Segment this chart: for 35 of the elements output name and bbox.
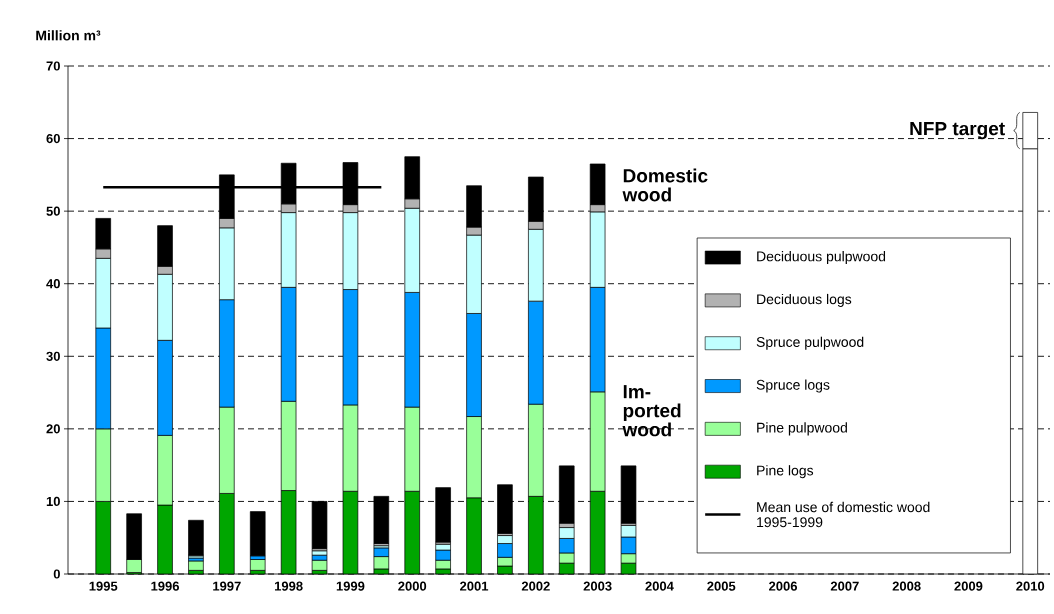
x-tick-label: 2002 xyxy=(521,581,550,591)
legend-label: Spruce pulpwood xyxy=(756,336,864,350)
x-tick-label: 1995 xyxy=(89,581,118,591)
annotation: Im-ported wood xyxy=(622,385,681,437)
y-tick-label: 20 xyxy=(46,424,60,434)
y-tick-label: 10 xyxy=(46,496,60,507)
legend-label: Pine logs xyxy=(757,465,814,479)
y-tick-label: 50 xyxy=(46,206,60,216)
x-tick-label: 2000 xyxy=(398,581,427,591)
y-tick-label: 40 xyxy=(46,279,60,289)
legend-label: Mean use of domestic wood 1995-1999 xyxy=(757,501,930,528)
x-tick-label: 2009 xyxy=(954,581,983,591)
x-tick-label: 2005 xyxy=(707,581,736,591)
y-tick-label: 70 xyxy=(46,61,60,71)
y-tick-label: 0 xyxy=(53,569,60,579)
legend-label: Deciduous pulpwood xyxy=(757,251,886,265)
x-tick-label: 2010 xyxy=(1016,581,1045,591)
y-tick-label: 60 xyxy=(46,133,60,144)
x-tick-label: 1997 xyxy=(213,581,241,591)
annotation: NFP target xyxy=(910,122,1005,140)
x-tick-label: 1996 xyxy=(151,581,180,591)
legend-label: Pine pulpwood xyxy=(757,422,847,436)
y-axis-title: Million m³ xyxy=(36,30,101,41)
x-tick-label: 2006 xyxy=(769,581,798,591)
legend-label: Spruce logs xyxy=(756,379,830,393)
x-tick-label: 2007 xyxy=(830,581,859,591)
x-tick-label: 2008 xyxy=(892,581,921,591)
x-tick-label: 2004 xyxy=(645,581,674,591)
x-tick-label: 2001 xyxy=(460,581,489,591)
annotation: Domestic wood xyxy=(622,168,708,202)
x-tick-label: 2003 xyxy=(583,581,612,591)
y-tick-label: 30 xyxy=(46,351,60,361)
legend-label: Deciduous logs xyxy=(757,293,852,307)
x-tick-label: 1999 xyxy=(336,581,365,591)
x-tick-label: 1998 xyxy=(274,581,303,591)
